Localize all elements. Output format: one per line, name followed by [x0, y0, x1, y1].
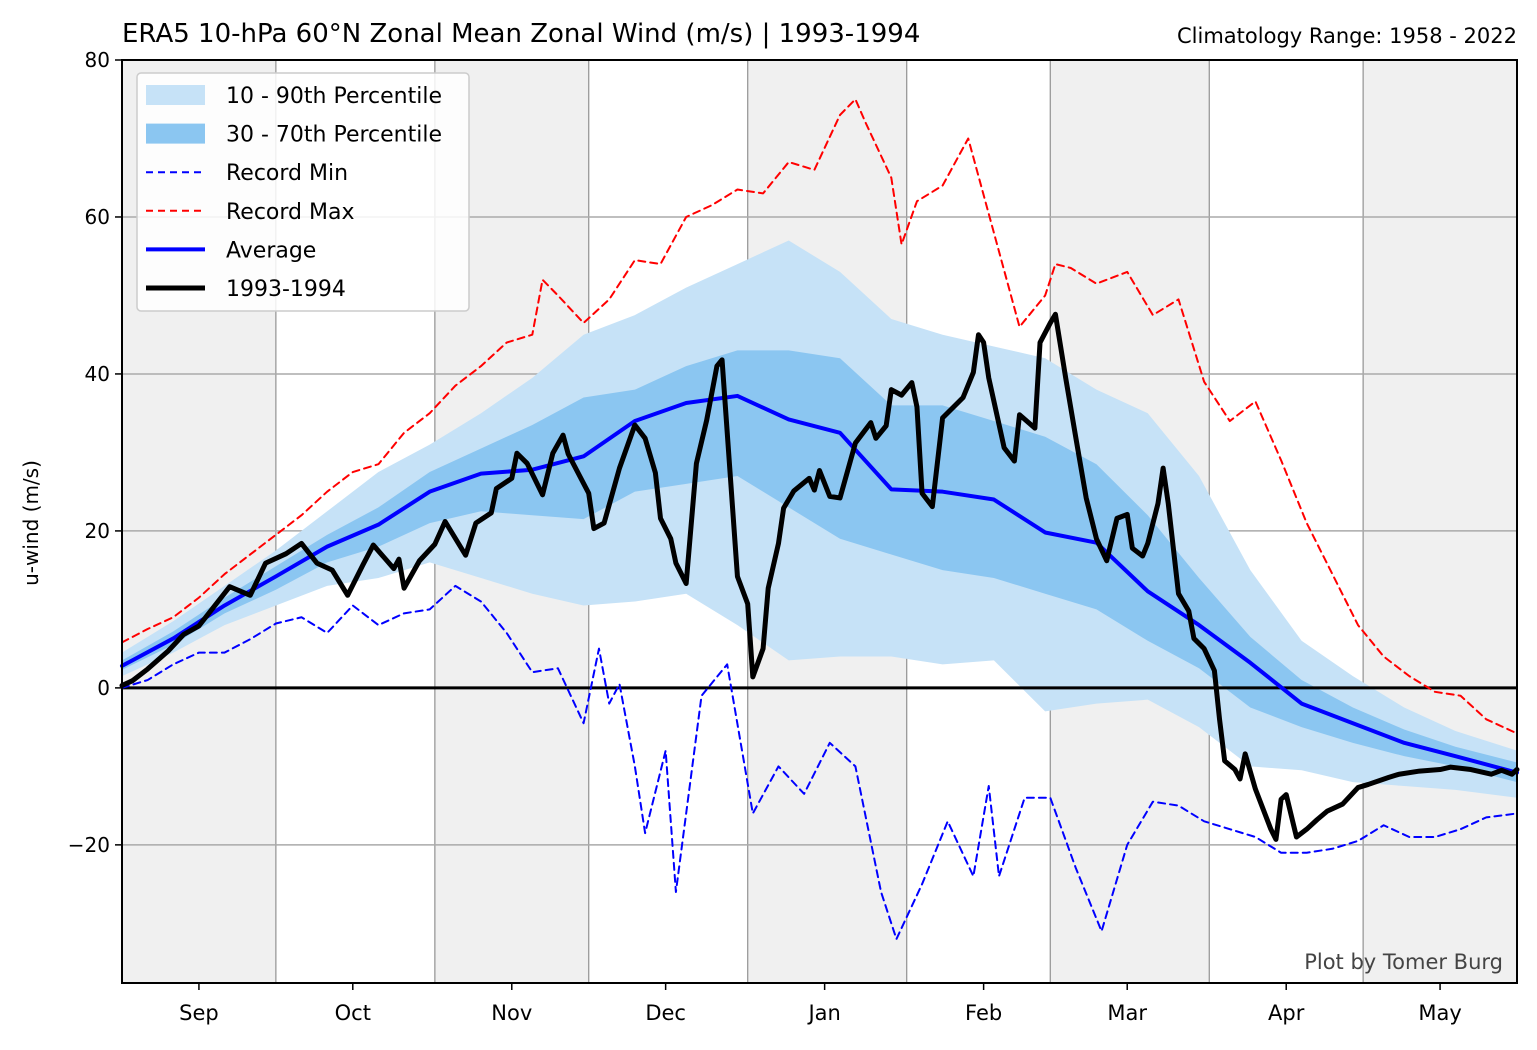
series-lines — [119, 98, 1520, 941]
y-tick-label: 0 — [97, 676, 110, 700]
x-tick-label: Mar — [1107, 1001, 1147, 1025]
legend-label: Average — [226, 238, 316, 263]
chart-title: ERA5 10-hPa 60°N Zonal Mean Zonal Wind (… — [122, 19, 920, 49]
axes: −20 0 20 40 60 80 Sep Oct Nov Dec Jan Feb Mar Apr May — [68, 48, 1462, 1025]
x-tick-label: Dec — [645, 1001, 686, 1025]
legend-item: Record Max — [146, 200, 355, 225]
season-1993-1994-line — [119, 311, 1520, 842]
legend-item: 30 - 70th Percentile — [146, 123, 442, 148]
legend-swatch — [146, 123, 205, 144]
x-tick-label: Apr — [1268, 1001, 1305, 1025]
legend-item: 10 - 90th Percentile — [146, 84, 442, 109]
x-tick-label: May — [1418, 1001, 1461, 1025]
x-tick-label: Sep — [179, 1001, 219, 1025]
band-30-70-percentile — [122, 350, 1517, 783]
legend-item: Average — [146, 238, 316, 263]
x-tick-label: Nov — [491, 1001, 532, 1025]
y-axis-label: u-wind (m/s) — [19, 460, 43, 586]
legend-label: 1993-1994 — [226, 277, 346, 302]
legend: 10 - 90th Percentile 30 - 70th Percentile… — [136, 72, 470, 312]
x-tick-label: Oct — [335, 1001, 371, 1025]
legend-label: Record Min — [226, 161, 348, 186]
x-tick-label: Jan — [806, 1001, 840, 1025]
percentile-bands — [122, 240, 1517, 798]
y-tick-label: −20 — [68, 833, 110, 857]
record-max-line — [121, 98, 1518, 735]
average-line — [120, 393, 1519, 775]
climatology-range: Climatology Range: 1958 - 2022 — [1177, 24, 1517, 48]
record-min-line — [121, 584, 1518, 941]
y-tick-label: 20 — [85, 519, 110, 543]
legend-box — [136, 72, 470, 312]
legend-label: 30 - 70th Percentile — [226, 123, 442, 148]
legend-item: 1993-1994 — [146, 277, 346, 302]
legend-label: 10 - 90th Percentile — [226, 84, 442, 109]
shaded-month-band — [1363, 60, 1517, 983]
y-tick-label: 80 — [85, 48, 110, 72]
legend-item: Record Min — [146, 161, 348, 186]
y-tick-label: 40 — [85, 362, 110, 386]
y-tick-label: 60 — [85, 205, 110, 229]
credit: Plot by Tomer Burg — [1304, 950, 1503, 974]
legend-swatch — [146, 85, 205, 105]
x-tick-label: Feb — [965, 1001, 1002, 1025]
plot-frame — [121, 59, 1518, 984]
legend-label: Record Max — [226, 200, 355, 225]
